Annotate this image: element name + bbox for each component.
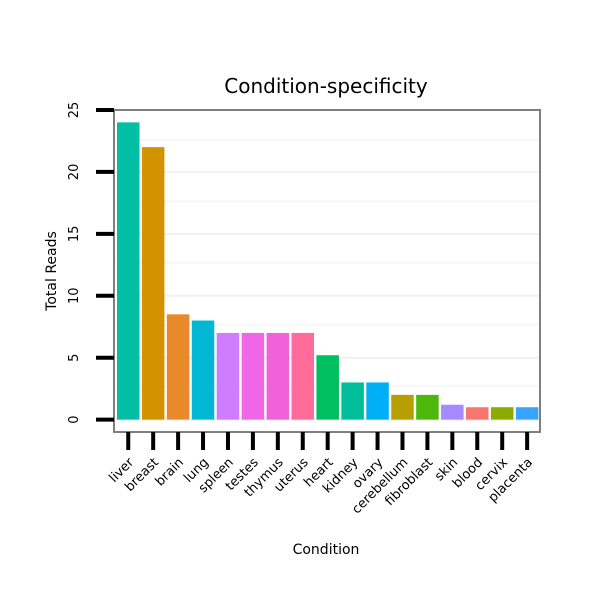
bar-fibroblast — [416, 394, 439, 420]
bar-brain — [166, 314, 190, 420]
x-axis-label: Condition — [293, 542, 360, 558]
bar-testes — [241, 332, 265, 420]
y-axis-ticks — [96, 108, 114, 422]
y-axis-label: Total Reads — [44, 231, 60, 312]
chart-title: Condition-specificity — [224, 74, 428, 98]
x-axis-ticks — [126, 432, 530, 450]
bar-breast — [141, 147, 165, 420]
bar-placenta — [515, 407, 539, 420]
bar-heart — [316, 355, 339, 420]
y-tick-label-25: 25 — [67, 102, 82, 119]
bar-skin — [441, 404, 464, 420]
y-tick-label-15: 15 — [67, 226, 82, 243]
y-tick-label-20: 20 — [67, 164, 82, 181]
y-tick-label-5: 5 — [67, 354, 82, 362]
bar-liver — [117, 122, 140, 420]
bar-lung — [191, 320, 215, 420]
bar-cervix — [490, 407, 514, 420]
bar-cerebellum — [391, 394, 414, 420]
bar-uterus — [291, 332, 315, 420]
y-tick-label-0: 0 — [67, 415, 82, 423]
bar-spleen — [216, 332, 240, 420]
y-tick-label-10: 10 — [67, 287, 82, 304]
bar-ovary — [366, 382, 389, 420]
bars-layer — [117, 122, 539, 420]
y-axis-tick-labels: 0 5 10 15 20 25 — [67, 102, 82, 424]
bar-thymus — [266, 332, 290, 420]
bar-blood — [466, 407, 489, 420]
bar-kidney — [341, 382, 364, 420]
